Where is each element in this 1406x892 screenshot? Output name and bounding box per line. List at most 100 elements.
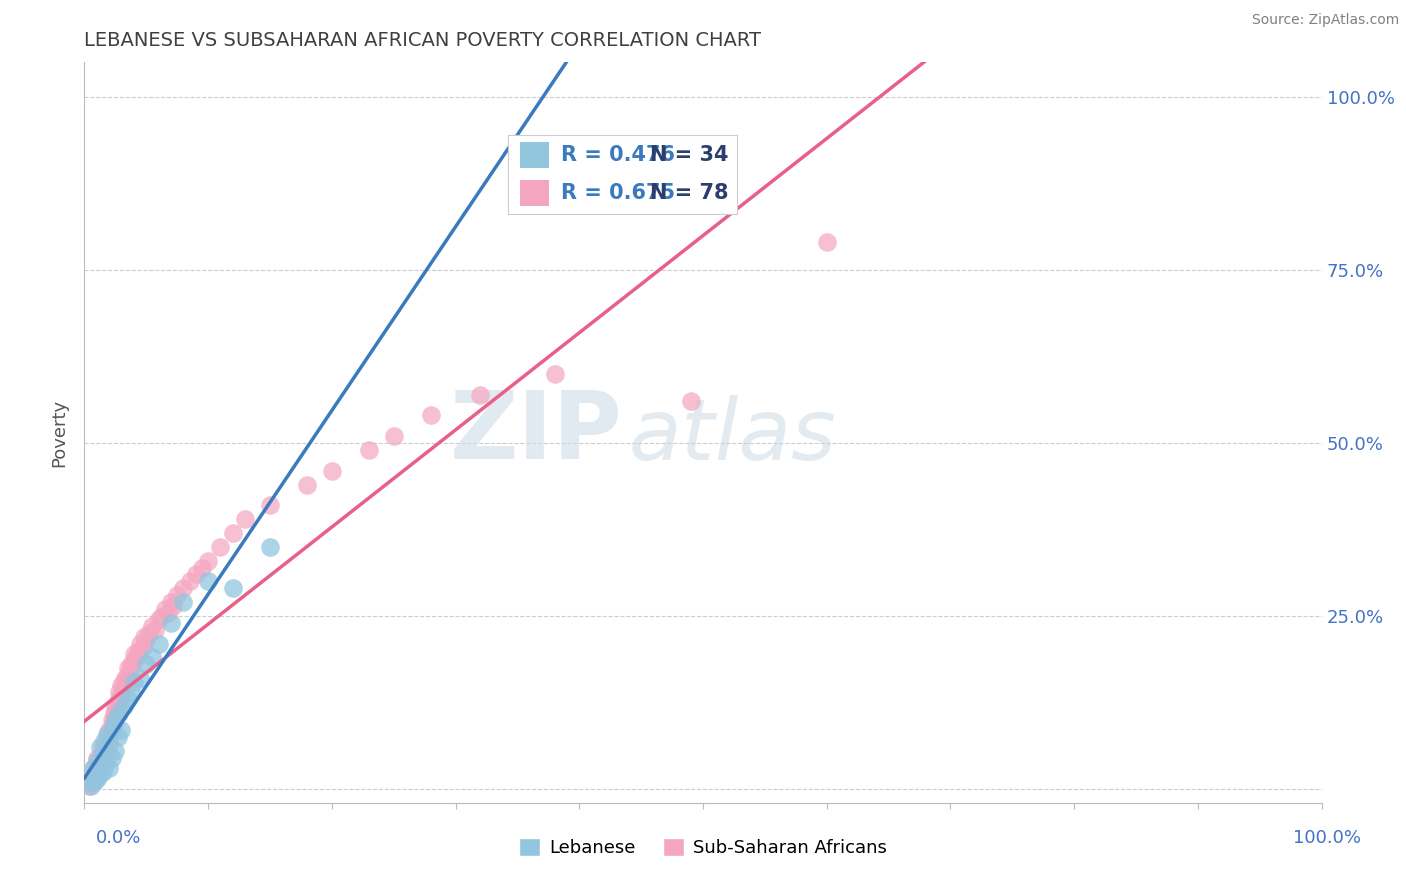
Point [101, 720, 124, 734]
Point [295, 477, 318, 491]
Point [82, 761, 104, 775]
Point [172, 582, 194, 596]
Point [120, 657, 142, 672]
Point [357, 442, 380, 457]
Point [120, 665, 142, 679]
Point [79, 775, 101, 789]
Point [157, 606, 180, 620]
Point [90, 747, 112, 762]
Point [141, 650, 163, 665]
Point [153, 602, 176, 616]
Point [103, 706, 125, 720]
Point [83, 772, 105, 786]
Text: R = 0.476: R = 0.476 [561, 145, 675, 165]
Point [815, 235, 838, 250]
Point [117, 661, 139, 675]
Point [129, 671, 152, 685]
Point [259, 540, 281, 554]
Point [100, 751, 122, 765]
Point [191, 560, 214, 574]
Point [87, 764, 110, 779]
Point [91, 754, 114, 768]
Point [197, 574, 219, 589]
Point [86, 751, 108, 765]
Point [135, 657, 157, 672]
Text: atlas: atlas [628, 395, 837, 478]
Point [131, 640, 153, 654]
Point [419, 409, 441, 423]
Point [82, 773, 104, 788]
Point [179, 574, 201, 589]
Point [80, 776, 103, 790]
Point [148, 612, 170, 626]
Point [79, 779, 101, 793]
Point [89, 768, 111, 782]
Point [107, 730, 129, 744]
Point [83, 761, 105, 775]
Point [127, 643, 149, 657]
Point [86, 772, 108, 786]
Point [91, 740, 114, 755]
Point [105, 702, 128, 716]
Point [89, 763, 111, 777]
Point [89, 757, 111, 772]
Point [93, 748, 115, 763]
Point [110, 689, 132, 703]
Point [83, 775, 105, 789]
Bar [520, 143, 550, 168]
Point [470, 387, 492, 401]
Y-axis label: Poverty: Poverty [51, 399, 69, 467]
Point [97, 741, 120, 756]
Point [321, 464, 343, 478]
Point [141, 619, 163, 633]
Point [84, 768, 107, 782]
Point [143, 623, 166, 637]
Point [96, 737, 118, 751]
Point [108, 685, 131, 699]
Point [122, 654, 145, 668]
Point [197, 554, 219, 568]
Point [104, 744, 127, 758]
Point [162, 599, 184, 613]
Point [93, 733, 115, 747]
Point [104, 713, 127, 727]
Text: ZIP: ZIP [450, 386, 623, 479]
Point [110, 678, 132, 692]
Text: N = 78: N = 78 [650, 183, 728, 203]
Point [222, 525, 245, 540]
Text: N = 34: N = 34 [650, 145, 728, 165]
Point [117, 692, 139, 706]
Point [120, 685, 142, 699]
Point [679, 394, 702, 409]
Point [98, 761, 121, 775]
Point [86, 754, 108, 768]
Legend: Lebanese, Sub-Saharan Africans: Lebanese, Sub-Saharan Africans [512, 830, 894, 864]
Point [108, 706, 131, 720]
Point [172, 595, 194, 609]
Point [110, 723, 132, 738]
Point [135, 633, 157, 648]
Point [117, 667, 139, 681]
Point [100, 713, 122, 727]
Point [233, 512, 256, 526]
Point [98, 723, 121, 738]
Point [150, 609, 173, 624]
Text: Source: ZipAtlas.com: Source: ZipAtlas.com [1251, 13, 1399, 28]
Point [91, 764, 114, 779]
Point [91, 747, 114, 762]
Point [112, 674, 135, 689]
Point [86, 770, 108, 784]
Point [101, 716, 124, 731]
Point [104, 709, 127, 723]
Point [125, 650, 148, 665]
Text: R = 0.675: R = 0.675 [561, 183, 675, 203]
Point [98, 726, 121, 740]
Point [79, 779, 101, 793]
Text: 0.0%: 0.0% [96, 829, 141, 847]
Point [96, 726, 118, 740]
Point [222, 582, 245, 596]
Point [543, 367, 565, 381]
Point [148, 637, 170, 651]
Bar [520, 180, 550, 205]
Point [94, 744, 117, 758]
